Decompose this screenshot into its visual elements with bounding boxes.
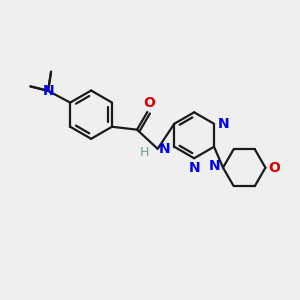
Text: N: N: [188, 161, 200, 175]
Text: N: N: [209, 159, 221, 173]
Text: O: O: [268, 161, 280, 175]
Text: N: N: [159, 142, 170, 156]
Text: H: H: [140, 146, 149, 159]
Text: N: N: [218, 117, 229, 131]
Text: O: O: [143, 96, 155, 110]
Text: N: N: [42, 84, 54, 98]
